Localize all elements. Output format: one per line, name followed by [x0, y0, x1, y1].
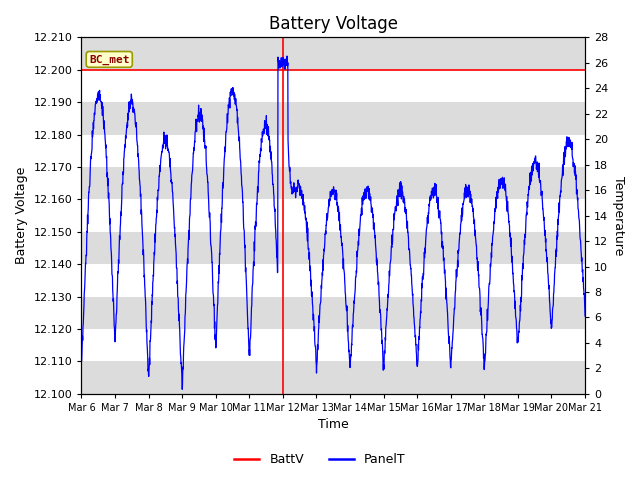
Bar: [81, 167, 585, 199]
Bar: [81, 37, 585, 70]
Y-axis label: Battery Voltage: Battery Voltage: [15, 167, 28, 264]
Bar: [81, 297, 585, 329]
Y-axis label: Temperature: Temperature: [612, 176, 625, 255]
Title: Battery Voltage: Battery Voltage: [269, 15, 397, 33]
Bar: [81, 361, 585, 394]
Text: BC_met: BC_met: [89, 54, 129, 64]
Bar: [81, 102, 585, 134]
Legend: BattV, PanelT: BattV, PanelT: [229, 448, 411, 471]
X-axis label: Time: Time: [318, 419, 349, 432]
Bar: [81, 232, 585, 264]
